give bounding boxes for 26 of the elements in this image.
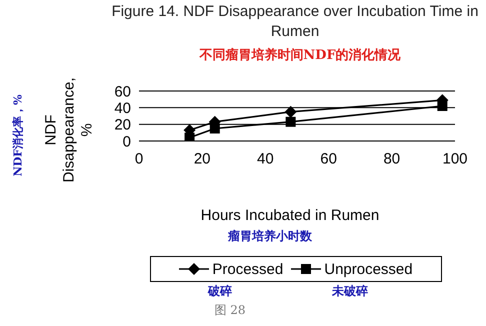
x-axis-title: Hours Incubated in Rumen xyxy=(200,207,380,224)
point xyxy=(210,124,220,134)
x-tick-label: 100 xyxy=(442,150,468,168)
x-tick-label: 40 xyxy=(257,150,274,168)
x-tick-label: 60 xyxy=(320,150,337,168)
point xyxy=(437,101,448,111)
text: 瘤胃培养小时数 xyxy=(227,228,313,245)
x-tick-label: 20 xyxy=(194,150,211,168)
chart-title: Figure 14. NDF Disappearance over Incubation Time in Rumen xyxy=(110,2,480,42)
point xyxy=(184,132,195,141)
text: NDF消化率，% xyxy=(10,94,26,176)
caption: 图 28 xyxy=(213,302,247,319)
x-tick-label: 80 xyxy=(383,150,400,168)
point xyxy=(286,116,296,127)
text: 未破碎 xyxy=(331,283,369,300)
chart-subtitle: 不同瘤胃培养时间NDF的消化情况 xyxy=(198,46,402,64)
point xyxy=(284,106,297,118)
y-tick-label: 60 xyxy=(114,83,131,100)
text: 破碎 xyxy=(206,283,233,300)
y-tick-label: 40 xyxy=(114,100,131,117)
x-tick-label: 0 xyxy=(134,150,144,168)
legend-label: Unprocessed xyxy=(324,260,413,278)
y-tick-label: 0 xyxy=(122,133,131,150)
y-tick-label: 20 xyxy=(114,116,131,134)
y-axis-title: NDF Disappearance, % xyxy=(43,77,97,183)
legend-label: Processed xyxy=(212,260,284,278)
